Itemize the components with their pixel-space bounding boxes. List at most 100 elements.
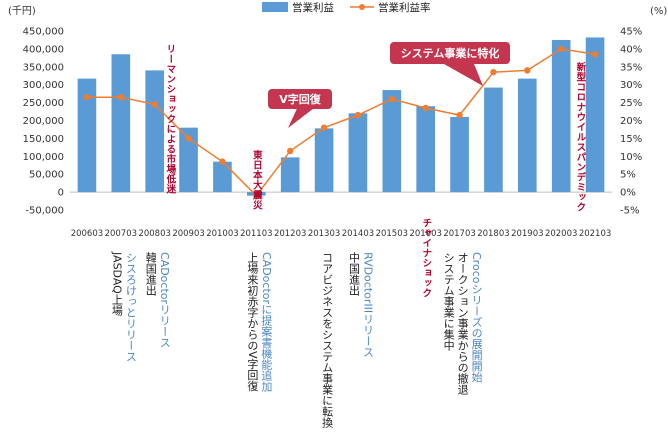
x-tick-label: 200803 [138, 229, 170, 239]
bar-201803 [484, 87, 503, 193]
bar-201903 [517, 78, 537, 193]
y-left-tick-label: 450,000 [23, 27, 64, 38]
y-right-tick-label: 25% [620, 98, 642, 109]
x-tick-label: 202103 [579, 229, 611, 239]
bar-200603 [77, 78, 97, 193]
callout-box [268, 89, 332, 109]
callout-label: V字回復 [279, 92, 322, 106]
callout: システム事業に特化 [390, 42, 510, 86]
margin-point-200903 [185, 135, 192, 142]
x-tick-label: 202003 [545, 229, 577, 239]
y-right-unit: (%) [650, 6, 667, 17]
bar-201703 [450, 116, 469, 193]
event-label: Crocoシリーズの展開開始 [470, 252, 483, 383]
event-label: 上場来初赤字からのV字回復 [246, 252, 259, 393]
margin-point-200803 [151, 101, 158, 108]
margin-point-201603 [422, 104, 429, 112]
y-right-tick-label: 0% [620, 188, 636, 199]
callout-label: システム事業に特化 [401, 46, 500, 60]
annotation-label: チャイナショック [420, 218, 432, 298]
bar-202103 [585, 37, 605, 193]
margin-point-200603 [83, 94, 91, 101]
bar-202003 [551, 39, 571, 193]
callout-pointer [288, 109, 313, 128]
x-tick-label: 201603 [409, 229, 441, 239]
x-tick-label: 201003 [206, 229, 238, 239]
callout-box [390, 42, 510, 64]
y-left-tick-label: 400,000 [23, 44, 64, 55]
legend-bar-label: 営業利益 [292, 1, 334, 14]
y-left-tick-label: 50,000 [29, 170, 64, 181]
margin-point-201303 [320, 124, 328, 131]
y-right-tick-label: 20% [620, 116, 642, 127]
margin-point-201403 [354, 111, 362, 119]
margin-line [86, 48, 596, 197]
x-tick-label: 201203 [274, 229, 306, 239]
legend-bar-swatch [262, 2, 288, 12]
callout-pointer [444, 64, 483, 86]
y-right-tick-label: 5% [620, 170, 636, 181]
x-tick-label: 200703 [105, 229, 137, 239]
y-left-tick-label: -50,000 [25, 206, 64, 217]
event-label: JASDAQ上場 [110, 251, 123, 317]
event-label: RVDoctorIIIリリース [361, 252, 374, 357]
x-tick-label: 201303 [308, 229, 340, 239]
y-right-tick-label: 40% [620, 44, 642, 55]
y-right-tick-label: 30% [620, 80, 642, 91]
margin-point-201703 [456, 111, 463, 119]
legend-line-label: 営業利益率 [378, 1, 431, 14]
margin-point-202003 [557, 45, 565, 53]
margin-point-202103 [591, 51, 599, 58]
y-left-tick-label: 300,000 [23, 80, 64, 91]
bar-200803 [145, 70, 165, 193]
annotation-label: 東日本大震災 [251, 149, 264, 210]
annotation-label: リーマンショックによる市場低迷 [164, 44, 177, 194]
x-tick-label: 201903 [511, 229, 543, 239]
margin-point-200703 [117, 94, 125, 101]
margin-point-201003 [219, 158, 226, 165]
event-label: 中国進出 [347, 252, 360, 296]
annotation-label: 新型コロナウイルスパンデミック [574, 61, 586, 212]
x-tick-label: 201403 [342, 229, 374, 239]
x-tick-label: 201503 [376, 229, 408, 239]
y-left-tick-label: 350,000 [23, 62, 64, 73]
bar-201003 [213, 161, 232, 193]
bar-201203 [280, 157, 300, 193]
margin-point-201803 [490, 68, 497, 76]
bar-200903 [179, 127, 198, 193]
x-tick-label: 201103 [240, 229, 272, 239]
event-label: 韓国進出 [144, 252, 157, 296]
y-left-tick-label: 250,000 [23, 98, 64, 109]
bar-200703 [111, 54, 131, 193]
margin-point-201503 [388, 95, 396, 103]
event-label: オークション事業からの撤退 [456, 252, 469, 395]
y-right-tick-label: 45% [620, 27, 642, 38]
event-label: シスろけっとリリース [124, 252, 137, 362]
x-tick-label: 200603 [71, 229, 103, 239]
y-left-tick-label: 100,000 [23, 152, 64, 163]
bar-201503 [382, 90, 402, 193]
y-right-tick-label: 35% [620, 62, 642, 73]
x-tick-label: 201803 [477, 229, 509, 239]
margin-point-201203 [286, 147, 294, 155]
y-left-tick-label: 0 [58, 188, 64, 199]
callout: V字回復 [268, 89, 332, 128]
bar-201303 [314, 128, 334, 193]
event-label: CADoctorに提案書機能追加 [260, 252, 273, 393]
y-right-tick-label: 15% [620, 134, 642, 145]
x-tick-label: 200903 [172, 229, 204, 239]
y-left-unit: (千円) [8, 5, 36, 17]
y-right-tick-label: -5% [620, 206, 639, 217]
x-tick-label: 201703 [443, 229, 475, 239]
y-left-tick-label: 200,000 [23, 116, 64, 127]
event-label: CADoctorリリース [158, 252, 171, 348]
margin-point-201903 [524, 67, 531, 74]
bar-201403 [348, 113, 368, 193]
event-label: システム事業に集中 [442, 252, 455, 351]
margin-point-201103 [253, 192, 260, 199]
y-right-tick-label: 10% [620, 152, 642, 163]
event-label: コアビジネスをシステム事業に転換 [321, 252, 334, 429]
y-left-tick-label: 150,000 [23, 134, 64, 145]
